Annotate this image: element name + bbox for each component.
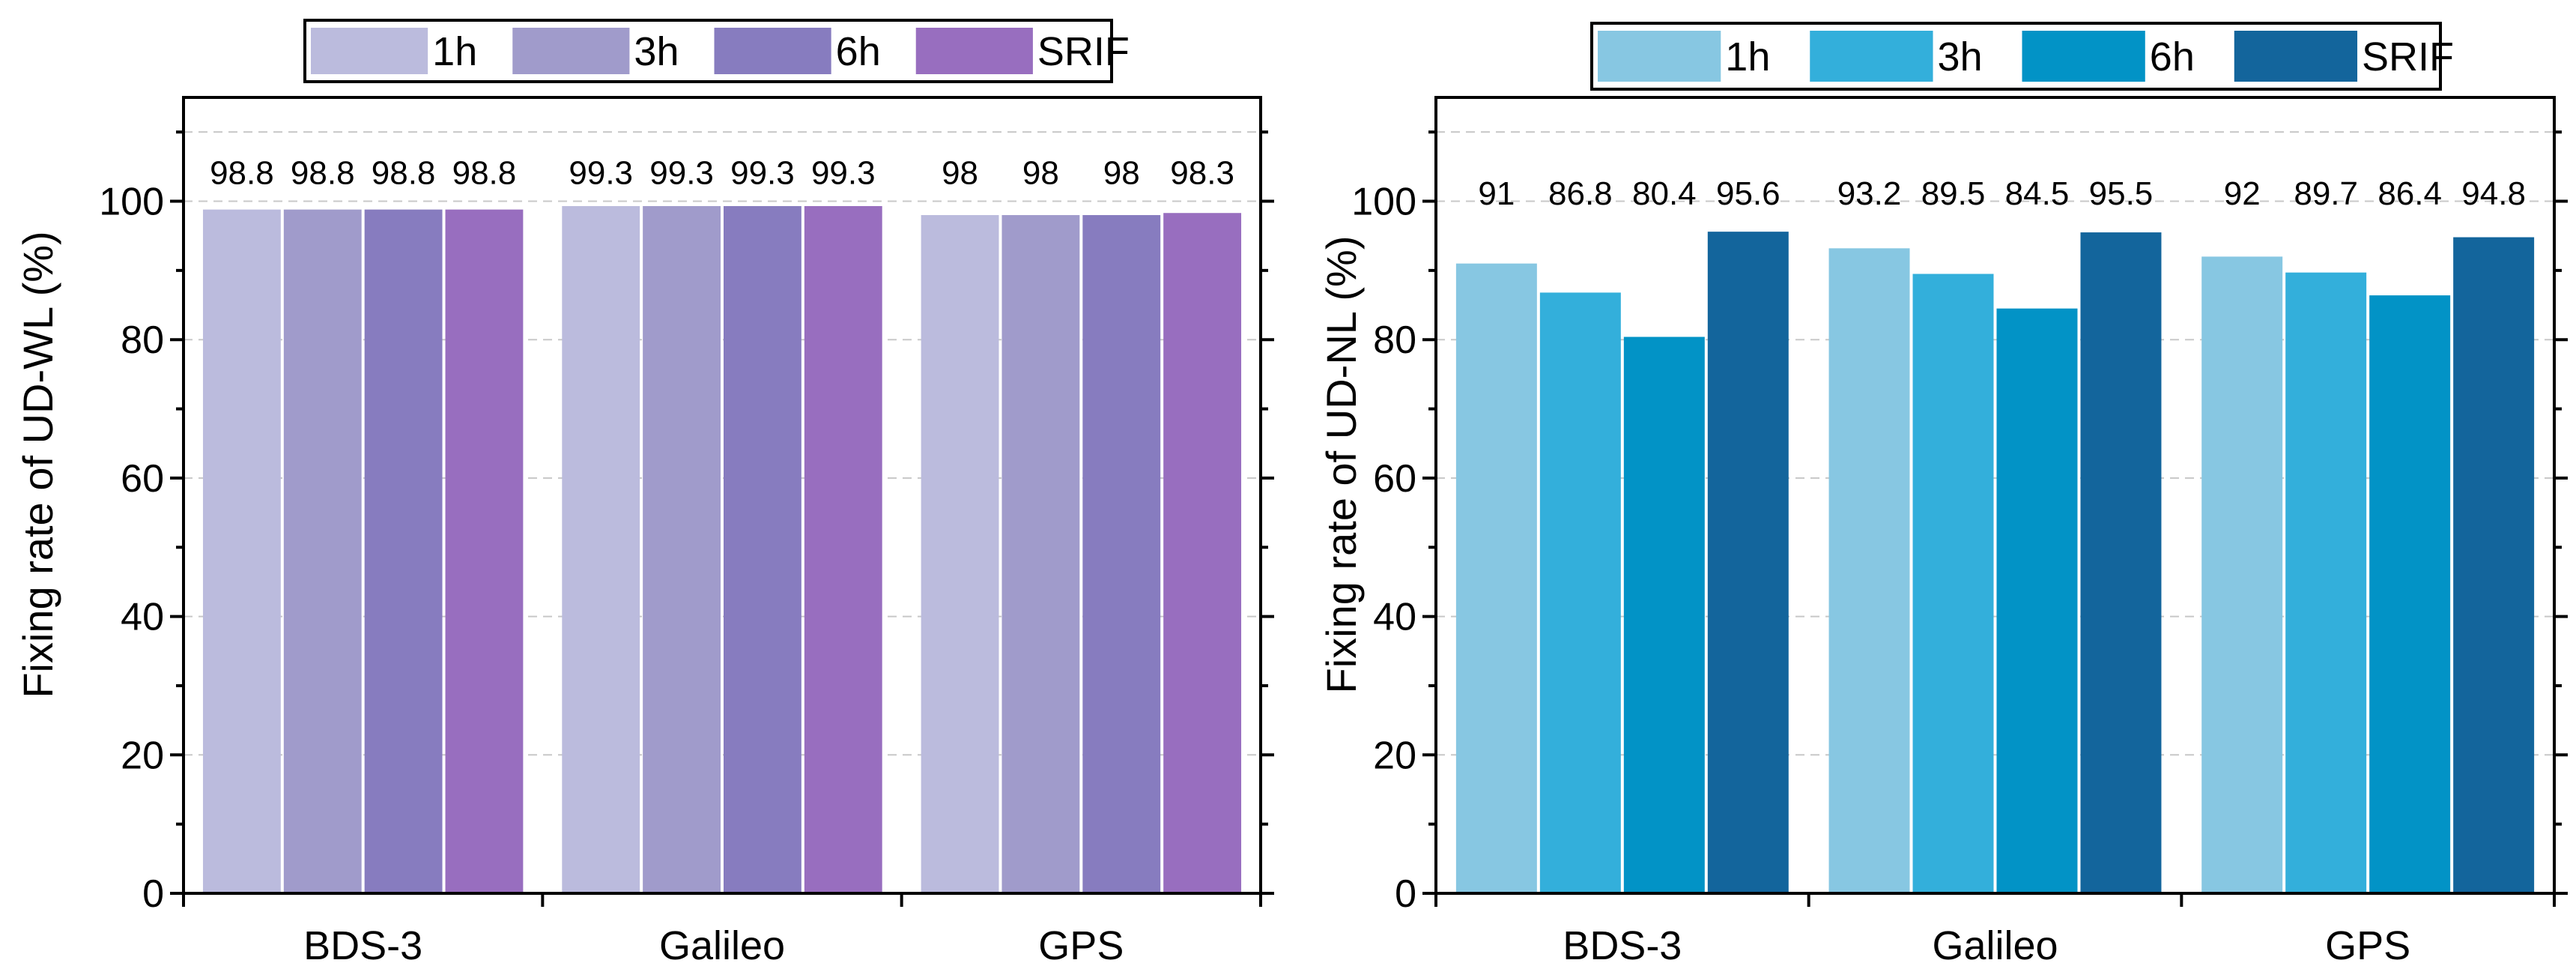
bar-6h-gps: [2369, 295, 2451, 894]
legend-label-1h: 1h: [432, 29, 477, 74]
y-tick-label: 20: [1373, 734, 1416, 777]
bar-3h-galileo: [1912, 274, 1994, 894]
legend-swatch-1h: [1598, 31, 1721, 82]
data-label: 86.4: [2378, 175, 2442, 212]
x-tick-label: Galileo: [1932, 923, 2058, 968]
y-tick-label: 80: [121, 319, 164, 362]
bar-3h-bds-3: [283, 209, 362, 893]
legend-label-srif: SRIF: [2362, 34, 2454, 79]
data-label: 89.7: [2294, 175, 2358, 212]
bar-3h-galileo: [643, 205, 721, 893]
data-label: 80.4: [1632, 175, 1697, 212]
legend-label-3h: 3h: [1938, 34, 1983, 79]
bar-srif-gps: [2453, 237, 2535, 893]
bar-1h-bds-3: [202, 209, 281, 893]
legend-swatch-6h: [714, 28, 831, 74]
bar-3h-bds-3: [1539, 292, 1621, 893]
bar-1h-gps: [2201, 256, 2283, 893]
bar-6h-bds-3: [364, 209, 443, 893]
data-label: 84.5: [2005, 175, 2070, 212]
data-label: 93.2: [1837, 175, 1902, 212]
x-tick-label: BDS-3: [303, 923, 422, 968]
bar-srif-galileo: [804, 205, 882, 893]
legend-swatch-6h: [2022, 31, 2145, 82]
chart-panel-ud-wl: 98.8 98.8 98.8 98.8 BDS-3 99.3 99.3 99.3 99.3 Gal…: [14, 19, 1274, 968]
plot-frame: [1434, 96, 2556, 895]
bar-srif-bds-3: [445, 209, 524, 893]
bar-3h-gps: [2285, 272, 2367, 893]
bar-srif-gps: [1163, 213, 1242, 894]
data-label: 86.8: [1548, 175, 1613, 212]
data-label: 99.3: [811, 154, 876, 191]
data-label: 99.3: [649, 154, 714, 191]
data-label: 98.8: [210, 154, 274, 191]
data-label: 89.5: [1921, 175, 1986, 212]
data-label: 92: [2224, 175, 2261, 212]
bar-6h-gps: [1082, 214, 1161, 893]
data-label: 99.3: [569, 154, 633, 191]
data-label: 98: [1022, 154, 1059, 191]
data-label: 98.8: [452, 154, 517, 191]
y-tick-label: 100: [1351, 181, 1416, 224]
legend-label-6h: 6h: [2150, 34, 2195, 79]
y-tick-label: 20: [121, 734, 164, 777]
y-tick-label: 80: [1373, 319, 1416, 362]
data-label: 98.8: [372, 154, 436, 191]
y-axis-title: Fixing rate of UD-WL (%): [14, 231, 61, 698]
legend: 1h 3h 6h SRIF: [303, 19, 1130, 83]
bar-srif-bds-3: [1707, 232, 1789, 893]
data-label: 99.3: [730, 154, 795, 191]
y-tick-label: 40: [121, 596, 164, 639]
legend-swatch-1h: [311, 28, 428, 74]
legend-label-6h: 6h: [836, 29, 881, 74]
x-tick-label: GPS: [2325, 923, 2410, 968]
legend-label-3h: 3h: [634, 29, 679, 74]
plot-frame: [182, 96, 1262, 895]
data-label: 98.3: [1170, 154, 1234, 191]
legend: 1h 3h 6h SRIF: [1590, 22, 2454, 91]
y-tick-label: 40: [1373, 596, 1416, 639]
chart-panel-ud-nl: 91 86.8 80.4 95.6 BDS-3 93.2 89.5 84.5 95.5 Galil…: [1318, 22, 2568, 968]
y-tick-label: 60: [121, 457, 164, 501]
bar-6h-galileo: [1996, 308, 2078, 893]
data-label: 95.6: [1716, 175, 1781, 212]
bar-1h-gps: [921, 214, 999, 893]
legend-swatch-srif: [2234, 31, 2358, 82]
bar-6h-galileo: [724, 205, 801, 893]
bar-srif-galileo: [2080, 232, 2162, 893]
y-tick-label: 0: [142, 872, 164, 916]
y-tick-label: 60: [1373, 457, 1416, 501]
y-tick-label: 0: [1395, 872, 1416, 916]
data-label: 98: [1103, 154, 1140, 191]
bar-1h-galileo: [562, 205, 640, 893]
data-label: 98: [942, 154, 978, 191]
legend-label-srif: SRIF: [1037, 29, 1130, 74]
data-label: 95.5: [2089, 175, 2154, 212]
x-tick-label: GPS: [1038, 923, 1124, 968]
data-label: 91: [1478, 175, 1515, 212]
legend-swatch-3h: [1810, 31, 1933, 82]
legend-swatch-3h: [512, 28, 630, 74]
y-tick-label: 100: [99, 181, 164, 224]
legend-label-1h: 1h: [1725, 34, 1770, 79]
legend-swatch-srif: [915, 28, 1033, 74]
bar-6h-bds-3: [1623, 336, 1705, 894]
x-tick-label: Galileo: [659, 923, 785, 968]
bar-1h-bds-3: [1455, 263, 1537, 894]
bar-1h-galileo: [1828, 248, 1910, 894]
data-label: 94.8: [2461, 175, 2526, 212]
data-label: 98.8: [291, 154, 355, 191]
x-tick-label: BDS-3: [1563, 923, 1682, 968]
bar-3h-gps: [1001, 214, 1080, 893]
y-axis-title: Fixing rate of UD-NL (%): [1318, 236, 1365, 694]
